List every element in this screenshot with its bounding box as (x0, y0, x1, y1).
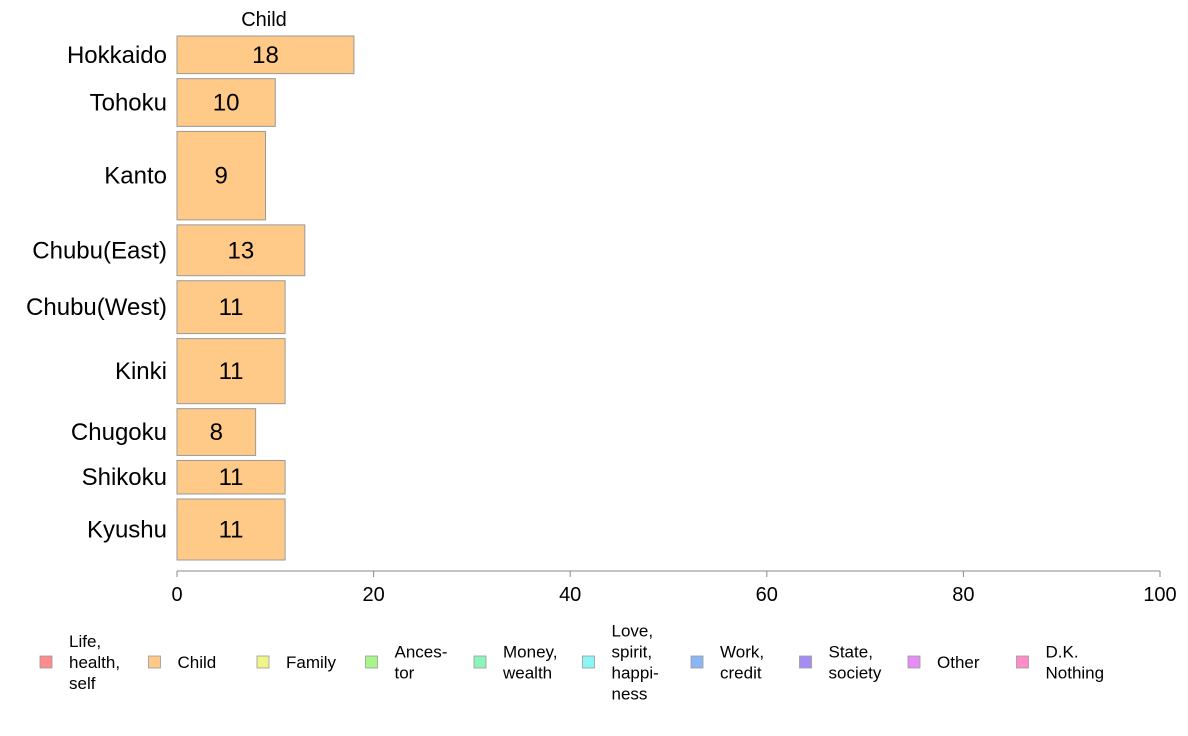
bar (176, 498, 286, 561)
data-label: 11 (219, 464, 244, 491)
legend-label: self (69, 674, 96, 693)
legend-swatch (365, 655, 378, 669)
legend-label: Nothing (1046, 664, 1105, 683)
bar (176, 280, 286, 335)
legend-swatch (582, 655, 595, 669)
category-label: Kanto (104, 163, 167, 190)
legend-label: credit (720, 664, 762, 683)
category-label: Chugoku (71, 419, 167, 446)
legend-label: Other (937, 653, 980, 672)
category-label: Shikoku (82, 464, 167, 491)
data-label: 10 (213, 90, 240, 117)
data-label: 11 (219, 294, 244, 321)
legend-label: Life, (69, 632, 101, 651)
legend-label: Child (178, 653, 217, 672)
legend-label: Work, (720, 643, 764, 662)
legend-label: Money, (503, 643, 558, 662)
legend-label: society (829, 664, 882, 683)
data-label: 9 (215, 163, 228, 190)
column-header: Child (241, 9, 287, 31)
bar (176, 408, 257, 456)
x-axis: 0 20 40 60 80 100 (171, 570, 1177, 606)
category-label: Kyushu (87, 516, 167, 543)
legend-label: happi- (612, 664, 659, 683)
legend-swatch (39, 655, 53, 669)
bar (176, 338, 286, 405)
legend: Life, health, self Child Family Ances-tor Mone… (39, 622, 1105, 704)
legend-label: Love, (612, 622, 654, 641)
data-label: 18 (252, 42, 279, 69)
x-tick-label: 0 (171, 584, 182, 606)
x-tick-label: 60 (756, 584, 778, 606)
legend-label: health, (69, 653, 120, 672)
data-label: 8 (210, 419, 223, 446)
legend-label: ness (612, 685, 648, 704)
legend-label: tor (395, 664, 415, 683)
legend-label: State, (829, 643, 873, 662)
bar (176, 130, 266, 221)
legend-label: Ances- (395, 643, 448, 662)
legend-label: spirit, (612, 643, 653, 662)
legend-swatch (473, 655, 487, 669)
x-tick-label: 40 (559, 584, 581, 606)
legend-label: Family (286, 653, 337, 672)
bar (176, 459, 286, 495)
legend-swatch (799, 655, 812, 669)
legend-swatch (907, 655, 921, 669)
category-label: Hokkaido (67, 42, 167, 69)
data-label: 11 (219, 358, 244, 385)
data-label: 11 (219, 516, 244, 543)
legend-swatch (256, 655, 270, 669)
x-tick-label: 20 (362, 584, 384, 606)
category-label: Chubu(East) (32, 237, 167, 264)
category-label: Chubu(West) (26, 294, 167, 321)
x-tick-label: 100 (1143, 584, 1176, 606)
category-label: Tohoku (90, 90, 167, 117)
legend-label: D.K. (1046, 643, 1079, 662)
bar (176, 78, 276, 127)
legend-swatch (148, 655, 161, 669)
bar (176, 224, 306, 277)
legend-label: wealth (502, 664, 552, 683)
bars-group: Hokkaido 18 Tohoku 10 Kanto 9 Chubu(East) 13 Chu… (26, 35, 355, 561)
legend-swatch (1016, 655, 1029, 669)
category-label: Kinki (115, 358, 167, 385)
legend-swatch (690, 655, 704, 669)
x-tick-label: 80 (952, 584, 974, 606)
bar (176, 35, 355, 75)
data-label: 13 (228, 237, 255, 264)
